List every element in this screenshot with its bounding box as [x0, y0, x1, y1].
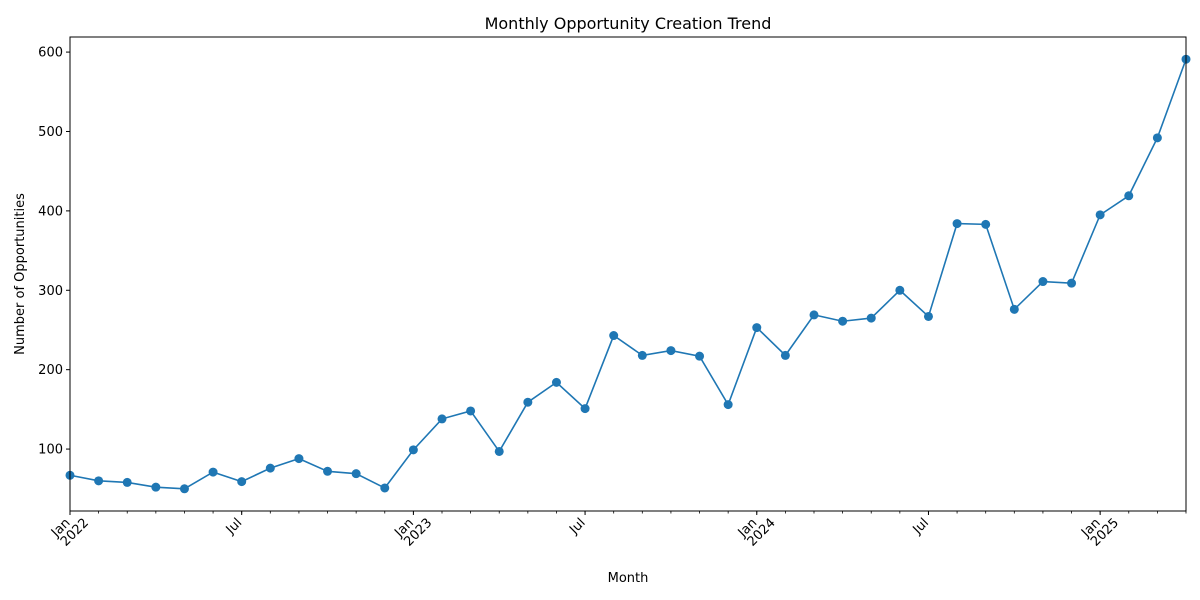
data-point — [952, 219, 962, 229]
chart-title: Monthly Opportunity Creation Trend — [485, 14, 772, 33]
data-point — [408, 445, 418, 455]
data-point — [351, 469, 361, 479]
data-point — [666, 346, 676, 356]
data-point — [1038, 277, 1048, 287]
x-tick-label: Jul — [910, 516, 932, 538]
data-point — [237, 477, 247, 487]
data-point — [752, 323, 762, 333]
data-point — [523, 397, 533, 407]
x-axis-label: Month — [608, 571, 649, 586]
data-point — [1152, 133, 1162, 143]
data-point — [780, 350, 790, 360]
data-point — [895, 285, 905, 295]
x-tick-label-group: Jul — [566, 516, 588, 538]
data-point — [809, 310, 819, 320]
data-point — [1095, 210, 1105, 220]
data-point — [723, 400, 733, 410]
data-point — [551, 377, 561, 387]
data-point — [323, 466, 333, 476]
data-point — [265, 463, 275, 473]
data-point — [208, 467, 218, 477]
series-line — [69, 58, 1187, 490]
y-tick-label: 400 — [38, 204, 63, 219]
data-point — [1067, 278, 1077, 288]
data-point — [923, 311, 933, 321]
data-point — [695, 351, 705, 361]
y-tick-label: 200 — [38, 363, 63, 378]
y-tick-label: 600 — [38, 46, 63, 61]
y-tick-label: 100 — [38, 443, 63, 458]
data-point — [466, 406, 476, 416]
y-tick-label: 500 — [38, 125, 63, 140]
data-point — [838, 316, 848, 326]
data-point — [1124, 191, 1134, 201]
data-point — [609, 331, 619, 341]
data-point — [981, 219, 991, 229]
data-point — [94, 476, 104, 486]
data-point — [179, 484, 189, 494]
plot-frame — [69, 36, 1187, 512]
data-point — [580, 404, 590, 414]
x-tick-label-group: Jul — [223, 516, 245, 538]
data-point — [294, 454, 304, 464]
data-point — [151, 482, 161, 492]
data-point — [866, 313, 876, 323]
data-point — [637, 350, 647, 360]
y-axis-label: Number of Opportunities — [13, 193, 28, 355]
data-point — [494, 446, 504, 456]
x-tick-label: Jul — [223, 516, 245, 538]
data-point — [122, 477, 132, 487]
data-point — [1009, 304, 1019, 314]
x-tick-label: Jul — [566, 516, 588, 538]
x-tick-label-group: Jul — [910, 516, 932, 538]
data-point — [437, 414, 447, 424]
data-point — [380, 483, 390, 493]
y-tick-label: 300 — [38, 284, 63, 299]
